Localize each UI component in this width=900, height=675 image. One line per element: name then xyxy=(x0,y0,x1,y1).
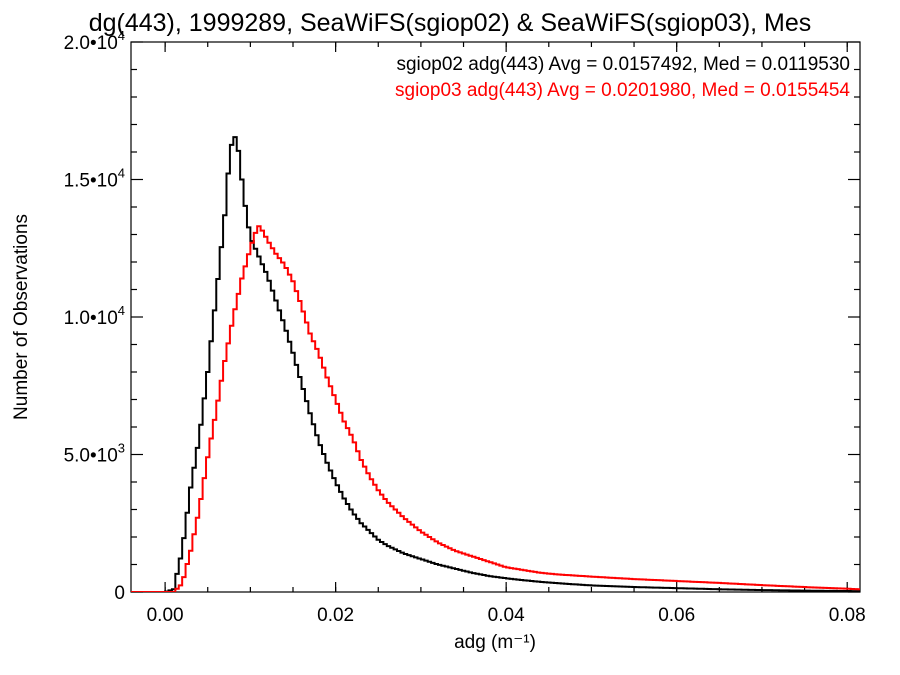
x-axis-label: adg (m⁻¹) xyxy=(454,632,536,653)
y-tick-mantissa: 0 xyxy=(114,583,125,604)
plot-frame xyxy=(130,41,861,593)
legend: sgiop02 adg(443) Avg = 0.0157492, Med = … xyxy=(395,54,850,101)
x-tick-label: 0.00 xyxy=(147,605,184,626)
series-layer xyxy=(131,136,860,592)
y-tick-label: 1.5•104 xyxy=(64,166,125,192)
y-tick-mantissa: 1.5•10 xyxy=(64,171,118,192)
y-tick-exponent: 4 xyxy=(118,303,125,318)
x-axis: 0.00 0.02 0.04 0.06 0.08 xyxy=(147,42,866,626)
y-tick-exponent: 4 xyxy=(118,166,125,181)
y-tick-label: 2.0•104 xyxy=(64,28,125,54)
x-tick-label: 0.08 xyxy=(829,605,866,626)
y-tick-mantissa: 1.0•10 xyxy=(64,308,118,329)
legend-entry-2: sgiop03 adg(443) Avg = 0.0201980, Med = … xyxy=(395,80,850,101)
y-tick-mantissa: 2.0•10 xyxy=(64,33,118,54)
y-tick-mantissa: 5.0•10 xyxy=(64,446,118,467)
y-axis-label: Number of Observations xyxy=(11,214,32,420)
series-line-2 xyxy=(131,225,860,592)
y-tick-label: 1.0•104 xyxy=(64,303,125,329)
y-tick-label: 5.0•103 xyxy=(64,441,125,467)
chart-title: dg(443), 1999289, SeaWiFS(sgiop02) & Sea… xyxy=(89,9,812,37)
y-tick-exponent: 4 xyxy=(118,28,125,43)
legend-entry-1: sgiop02 adg(443) Avg = 0.0157492, Med = … xyxy=(396,54,850,75)
y-tick-label: 0 xyxy=(114,583,125,604)
x-tick-label: 0.02 xyxy=(317,605,354,626)
x-tick-label: 0.06 xyxy=(658,605,695,626)
series-line-1 xyxy=(131,136,860,592)
y-tick-exponent: 3 xyxy=(118,441,125,456)
x-tick-label: 0.04 xyxy=(488,605,525,626)
